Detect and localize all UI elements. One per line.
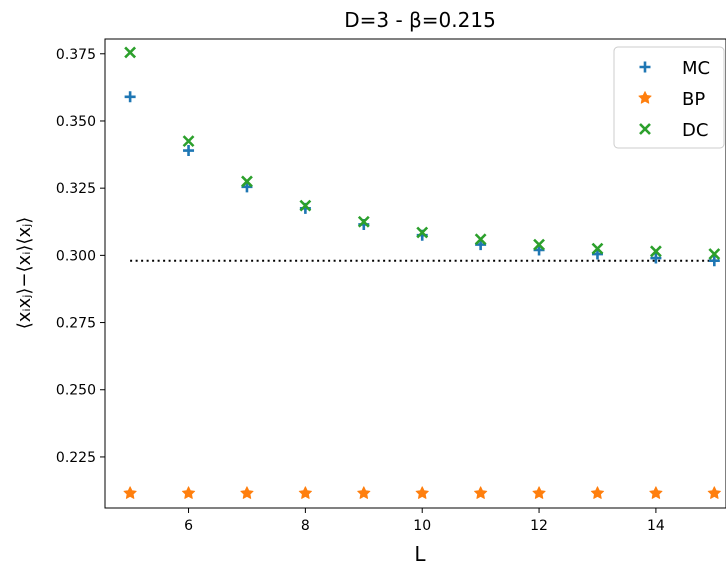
- y-tick-label: 0.250: [56, 383, 96, 399]
- dc-point: [416, 226, 429, 239]
- bp-point: [298, 486, 312, 499]
- bp-point: [415, 486, 429, 499]
- x-axis-label: L: [414, 542, 426, 562]
- legend: MC BP DC: [613, 46, 725, 149]
- y-tick-label: 0.325: [56, 181, 96, 197]
- x-tick-label: 10: [413, 518, 431, 534]
- x-tick-label: 8: [301, 518, 310, 534]
- dc-point: [533, 238, 545, 251]
- y-tick-label: 0.300: [56, 248, 96, 264]
- mc-point: [708, 255, 720, 267]
- y-tick-label: 0.225: [56, 450, 96, 466]
- bp-point: [357, 486, 371, 499]
- dc-point: [474, 233, 487, 246]
- dc-point: [241, 175, 253, 188]
- bp-point: [649, 486, 663, 499]
- x-tick-label: 12: [530, 518, 548, 534]
- legend-mc-marker: [639, 61, 651, 73]
- dc-point: [591, 242, 604, 255]
- legend-bp-label: BP: [682, 89, 705, 110]
- y-tick-label: 0.375: [56, 47, 96, 63]
- legend-mc-label: MC: [682, 58, 710, 79]
- chart-title: D=3 - β=0.215: [344, 8, 496, 32]
- bp-point: [474, 486, 488, 499]
- dc-point: [124, 46, 137, 59]
- dc-point: [708, 248, 721, 260]
- y-tick-label: 0.350: [56, 114, 96, 130]
- x-tick-label: 14: [647, 518, 665, 534]
- dc-point: [182, 135, 195, 148]
- mc-point: [124, 91, 136, 103]
- mc-point: [183, 145, 195, 157]
- legend-dc-label: DC: [682, 120, 708, 141]
- y-tick-label: 0.275: [56, 316, 96, 332]
- bp-point: [590, 486, 605, 499]
- legend-dc-marker: [639, 123, 651, 135]
- bp-point: [181, 486, 196, 499]
- legend-bp-marker: [638, 91, 652, 104]
- mc-point: [650, 252, 662, 264]
- plot-frame: [104, 38, 726, 509]
- dc-point: [649, 245, 662, 258]
- legend-box: [613, 46, 725, 149]
- bp-point: [123, 486, 137, 499]
- bp-point: [532, 486, 546, 499]
- bp-point: [240, 486, 254, 499]
- x-tick-label: 6: [184, 518, 193, 534]
- bp-point: [707, 486, 721, 499]
- dc-point: [357, 215, 370, 228]
- y-axis-label: ⟨xᵢxⱼ⟩−⟨xᵢ⟩⟨xⱼ⟩: [14, 217, 35, 330]
- dc-point: [299, 199, 312, 212]
